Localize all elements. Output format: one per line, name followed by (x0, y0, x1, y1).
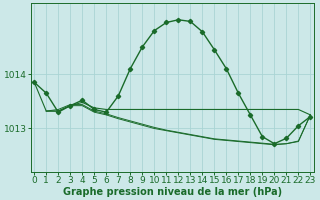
X-axis label: Graphe pression niveau de la mer (hPa): Graphe pression niveau de la mer (hPa) (63, 187, 282, 197)
